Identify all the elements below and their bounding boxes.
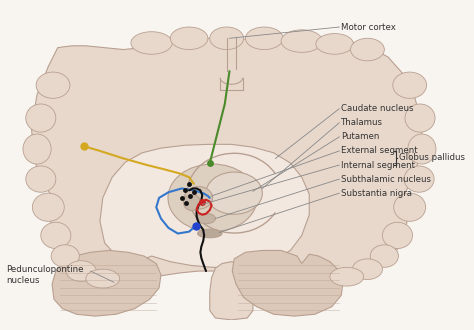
Text: Thalamus: Thalamus (341, 118, 383, 127)
Text: Internal segment: Internal segment (341, 160, 415, 170)
PathPatch shape (31, 38, 422, 280)
Ellipse shape (393, 72, 427, 98)
Ellipse shape (316, 34, 354, 54)
Text: External segment: External segment (341, 147, 418, 155)
Ellipse shape (383, 222, 412, 248)
Ellipse shape (404, 166, 434, 192)
Ellipse shape (183, 195, 201, 211)
Text: Putamen: Putamen (341, 132, 380, 141)
Ellipse shape (210, 27, 244, 50)
Ellipse shape (86, 269, 119, 288)
PathPatch shape (52, 250, 161, 316)
Text: Subthalamic nucleus: Subthalamic nucleus (341, 175, 431, 183)
Text: Caudate nucleus: Caudate nucleus (341, 104, 414, 113)
PathPatch shape (100, 144, 309, 268)
Ellipse shape (36, 72, 70, 98)
Ellipse shape (184, 186, 212, 209)
Ellipse shape (66, 261, 96, 281)
PathPatch shape (210, 262, 253, 320)
Ellipse shape (32, 193, 64, 221)
Ellipse shape (131, 32, 172, 54)
Text: Motor cortex: Motor cortex (341, 22, 396, 32)
Text: Substantia nigra: Substantia nigra (341, 189, 412, 198)
Ellipse shape (197, 213, 215, 224)
Ellipse shape (26, 166, 56, 192)
Ellipse shape (353, 259, 383, 280)
Ellipse shape (246, 27, 283, 50)
Text: Globus pallidus: Globus pallidus (400, 153, 465, 162)
Ellipse shape (168, 164, 257, 232)
Ellipse shape (370, 245, 399, 267)
Ellipse shape (23, 134, 51, 164)
Ellipse shape (41, 222, 71, 248)
Ellipse shape (405, 104, 435, 132)
Ellipse shape (408, 134, 436, 164)
Text: Pedunculopontine
nucleus: Pedunculopontine nucleus (6, 265, 83, 284)
PathPatch shape (232, 250, 343, 316)
Ellipse shape (198, 229, 222, 238)
Ellipse shape (170, 27, 208, 50)
Ellipse shape (330, 267, 364, 286)
Ellipse shape (51, 245, 79, 267)
Ellipse shape (206, 172, 262, 214)
Ellipse shape (394, 193, 426, 221)
Ellipse shape (26, 104, 56, 132)
Ellipse shape (281, 30, 322, 52)
Ellipse shape (351, 38, 384, 61)
